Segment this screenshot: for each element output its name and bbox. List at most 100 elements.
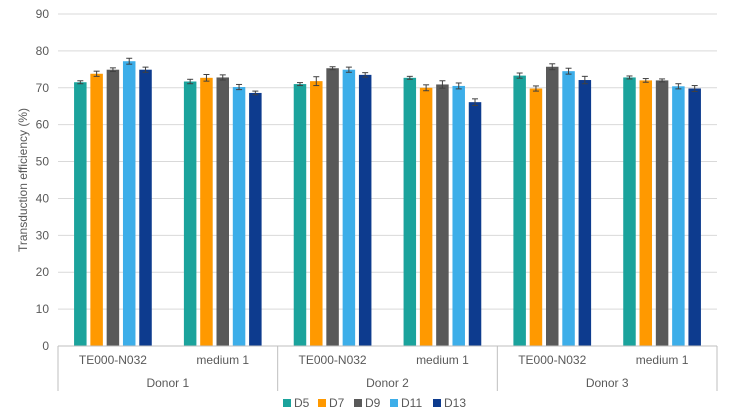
x-tick-label: medium 1 (416, 353, 469, 367)
x-group-label: Donor 1 (146, 376, 189, 390)
error-bar (472, 98, 479, 106)
bar-d7 (529, 88, 543, 346)
error-bar (439, 80, 446, 89)
bar-d11 (342, 69, 356, 347)
y-tick-label: 0 (42, 339, 49, 353)
bar-d5 (513, 75, 526, 347)
legend-swatch (354, 399, 362, 407)
legend-item-d5: D5 (283, 396, 310, 410)
error-bar (219, 74, 226, 81)
y-axis-label: Transduction efficiency (%) (16, 108, 30, 252)
x-tick-label: medium 1 (196, 353, 249, 367)
legend-label: D13 (444, 396, 466, 410)
bar-d5 (74, 82, 87, 346)
error-bar (252, 90, 259, 96)
error-bar (77, 80, 84, 85)
x-group-label: Donor 3 (586, 376, 629, 390)
x-axis: TE000-N032 medium 1 TE000-N032 medium 1 TE00… (57, 345, 718, 391)
y-tick-label: 10 (36, 302, 50, 316)
error-bar (236, 83, 243, 91)
x-group-label: Donor 2 (366, 376, 409, 390)
y-tick-label: 60 (36, 118, 50, 132)
y-tick-label: 40 (36, 191, 50, 205)
bar-d5 (183, 81, 197, 347)
error-bar (142, 66, 149, 73)
legend-swatch (433, 399, 441, 407)
error-bar (126, 57, 133, 65)
bar-d13 (139, 69, 152, 347)
x-tick-label: medium 1 (636, 353, 689, 367)
error-bar (296, 82, 303, 87)
bar-d13 (468, 102, 482, 346)
legend: D5 D7 D9 D11 D13 (283, 396, 466, 410)
error-bar (675, 83, 682, 90)
bar-d5 (403, 77, 417, 346)
bar-d9 (546, 66, 559, 347)
legend-label: D7 (329, 396, 345, 410)
legend-item-d13: D13 (433, 396, 466, 410)
error-bar (691, 85, 698, 92)
bar-d7 (200, 77, 213, 346)
bar-d11 (122, 61, 136, 347)
legend-swatch (390, 399, 398, 407)
y-tick-label: 90 (36, 7, 50, 21)
bar-d9 (436, 84, 449, 347)
error-bar (345, 66, 352, 73)
error-bar (549, 63, 556, 71)
bar-d7 (639, 80, 653, 347)
y-tick-label: 20 (36, 265, 50, 279)
y-tick-label: 80 (36, 44, 50, 58)
error-bar (329, 66, 336, 71)
legend-label: D5 (294, 396, 310, 410)
error-bar (362, 72, 369, 78)
x-tick-label: TE000-N032 (79, 353, 147, 367)
bar-d13 (249, 92, 262, 346)
error-bar (313, 76, 320, 87)
error-bar (659, 78, 666, 83)
error-bar (532, 85, 539, 92)
bar-d5 (623, 77, 636, 347)
bar-d11 (452, 85, 465, 346)
bar-d11 (562, 71, 575, 346)
bar-d5 (293, 84, 307, 346)
legend-swatch (318, 399, 326, 407)
bar-d11 (232, 87, 246, 346)
x-tick-label: TE000-N032 (518, 353, 586, 367)
gridlines (58, 13, 717, 310)
bar-d9 (106, 69, 120, 347)
bar-d7 (419, 87, 433, 347)
bar-d13 (578, 80, 592, 346)
error-bar (109, 67, 116, 73)
error-bar (187, 78, 194, 85)
error-bar (93, 70, 100, 77)
y-tick-label: 70 (36, 81, 50, 95)
bars (74, 61, 701, 347)
y-tick-label: 50 (36, 155, 50, 169)
bar-d7 (90, 73, 103, 346)
bar-d7 (310, 81, 323, 346)
error-bars (77, 57, 698, 106)
legend-item-d9: D9 (354, 396, 381, 410)
bar-d9 (655, 80, 669, 347)
error-bar (626, 75, 633, 80)
bar-d9 (326, 68, 339, 346)
error-bar (203, 73, 210, 82)
legend-label: D11 (401, 396, 422, 410)
bar-d9 (216, 77, 229, 347)
legend-item-d7: D7 (318, 396, 345, 410)
error-bar (565, 67, 572, 75)
bar-d13 (358, 74, 372, 346)
legend-swatch (283, 399, 291, 407)
error-bar (406, 75, 413, 80)
legend-label: D9 (365, 396, 381, 410)
legend-item-d11: D11 (390, 396, 422, 410)
bar-d11 (672, 86, 685, 347)
bar-d13 (688, 88, 701, 346)
x-tick-label: TE000-N032 (299, 353, 367, 367)
error-bar (581, 75, 588, 85)
y-axis-ticks: 0 10 20 30 40 50 60 70 80 90 (36, 7, 50, 353)
error-bar (423, 84, 430, 92)
error-bar (516, 72, 523, 79)
y-tick-label: 30 (36, 228, 50, 242)
